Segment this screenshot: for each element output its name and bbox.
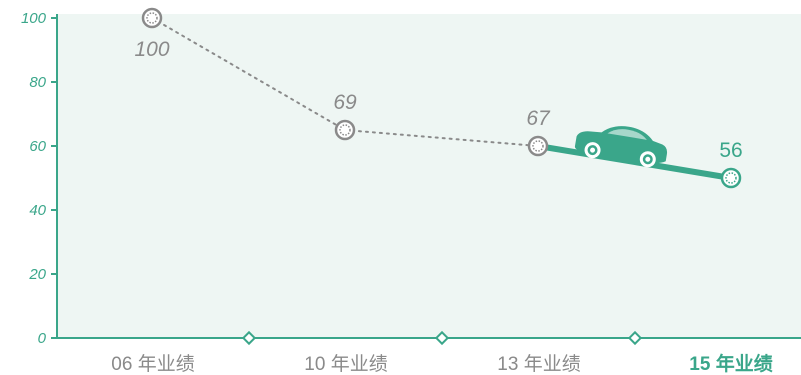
- series-segment-dotted: [151, 17, 346, 131]
- x-tick-label: 15 年业绩: [689, 352, 772, 375]
- x-tick-diamond: [434, 330, 450, 346]
- data-point-inner: [339, 124, 351, 136]
- y-tick-label: 0: [38, 330, 47, 347]
- y-tick-label: 60: [29, 138, 46, 155]
- y-axis: 0 20 40 60 80 100: [21, 10, 58, 347]
- y-tick-label: 20: [28, 266, 46, 283]
- data-point-marker: [720, 167, 742, 189]
- x-tick-diamond: [627, 330, 643, 346]
- plot-background: [57, 14, 801, 338]
- data-point-inner: [146, 12, 158, 24]
- car-wheel-center: [645, 156, 651, 162]
- series-segment-dotted: [344, 129, 539, 147]
- x-tick-label: 06 年业绩: [111, 353, 194, 375]
- x-tick-label: 10 年业绩: [304, 353, 387, 375]
- x-tick-labels: 06 年业绩 10 年业绩 13 年业绩 15 年业绩: [111, 352, 772, 375]
- car-window: [607, 129, 647, 140]
- y-tick-label: 100: [21, 10, 47, 27]
- data-point-marker: [334, 119, 356, 141]
- x-axis: [57, 330, 801, 346]
- data-point-inner: [532, 140, 544, 152]
- series-lines: [151, 17, 734, 181]
- car-icon: [574, 126, 668, 168]
- y-tick-label: 40: [29, 202, 46, 219]
- data-labels: 100 69 67 56: [134, 38, 742, 162]
- y-tick-label: 80: [29, 74, 46, 91]
- data-point-marker: [141, 7, 163, 29]
- data-point-marker: [527, 135, 549, 157]
- data-label: 69: [333, 91, 357, 114]
- data-label: 67: [526, 107, 551, 130]
- data-label: 56: [719, 139, 742, 162]
- series-segment-solid: [535, 143, 734, 181]
- data-point-inner: [725, 172, 737, 184]
- data-label: 100: [134, 38, 169, 61]
- x-tick-diamond: [241, 330, 257, 346]
- data-markers: [141, 7, 742, 189]
- car-wheel-center: [590, 147, 596, 153]
- x-tick-label: 13 年业绩: [497, 353, 580, 375]
